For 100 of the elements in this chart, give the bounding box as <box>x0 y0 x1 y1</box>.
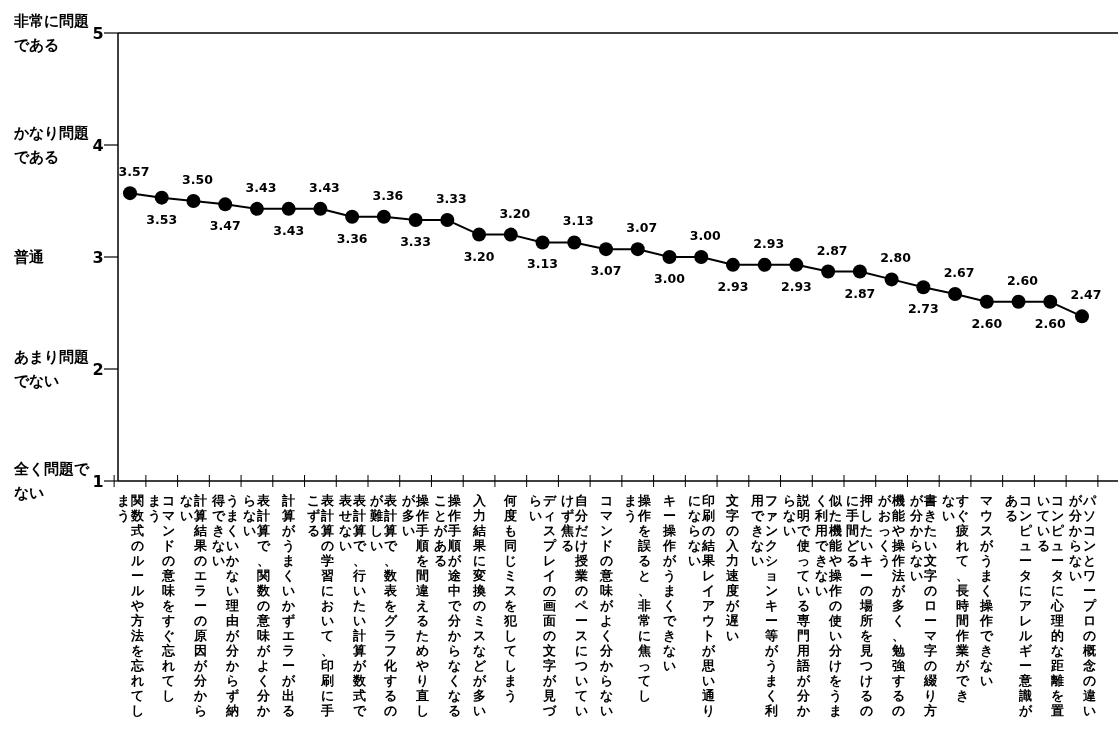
category-label: 押したいキーの場所を見つけるのに手間どる <box>846 493 874 718</box>
point <box>789 257 804 272</box>
category-label: コマンドの意味がよく分からない <box>599 493 613 718</box>
category-label: 表計算で、関数の意味がよく分からない <box>243 493 271 718</box>
category-label: 計算がうまくいかずエラーが出る <box>282 493 296 718</box>
category-label: 表計算の学習において、印刷に手こずる <box>306 493 334 718</box>
point <box>249 201 264 216</box>
point <box>1011 294 1026 309</box>
point <box>725 257 740 272</box>
data-label: 3.00 <box>689 228 721 243</box>
point <box>884 272 899 287</box>
data-label: 3.20 <box>463 248 495 264</box>
data-label: 3.43 <box>273 222 305 238</box>
data-label: 3.43 <box>245 179 277 195</box>
data-label: 3.33 <box>400 234 432 250</box>
point <box>408 213 423 228</box>
category-label: ファンクションキー等がうまく利用できない <box>751 493 779 718</box>
point <box>662 250 677 264</box>
y-tick-label: 5 <box>92 23 104 43</box>
point <box>535 235 550 250</box>
data-label: 2.60 <box>1034 315 1066 331</box>
data-label: 3.07 <box>590 263 622 279</box>
data-label: 2.60 <box>971 315 1003 331</box>
data-label: 3.43 <box>308 179 340 195</box>
data-label: 3.13 <box>562 213 594 229</box>
y-tick-label: 3 <box>92 247 104 267</box>
category-label: 自分だけ授業のペースについていけず焦る <box>560 493 588 718</box>
category-label: 文字の入力速度が遅い <box>726 493 740 643</box>
data-label: 3.33 <box>435 191 467 207</box>
data-label: 3.47 <box>209 218 241 234</box>
data-label: 3.13 <box>527 256 558 272</box>
category-label: コマンドの意味をすぐ忘れてしまう <box>148 493 176 703</box>
point <box>694 250 709 264</box>
point <box>154 190 169 205</box>
text: かなり問題である <box>14 123 90 168</box>
point <box>979 294 994 309</box>
data-label: 2.87 <box>844 285 876 301</box>
data-label: 2.60 <box>1007 272 1039 288</box>
category-label: パソコンとワープロの概念の違いが分からない <box>1068 493 1096 718</box>
category-label: 似た機能や操作の使い分けをうまく利用できない <box>814 493 842 718</box>
category-label: ディスプレイの画面の文字が見づらい <box>529 493 557 718</box>
y-tick-label: 2 <box>92 359 104 379</box>
point <box>948 286 963 301</box>
data-label: 2.47 <box>1070 287 1102 303</box>
point <box>345 209 360 224</box>
data-label: 3.00 <box>654 271 686 286</box>
point <box>281 201 296 216</box>
point <box>599 242 613 257</box>
text: 普通 <box>14 247 45 268</box>
data-label: 3.36 <box>336 230 368 246</box>
category-label: コンピュータにアレルギー意識がある <box>1005 493 1033 718</box>
data-label: 3.50 <box>182 172 214 187</box>
data-label: 3.36 <box>372 187 404 203</box>
point <box>630 242 645 257</box>
point <box>1043 294 1058 309</box>
data-label: 2.80 <box>880 250 912 266</box>
point <box>313 201 328 216</box>
text: 全く問題でない <box>14 459 91 504</box>
data-label: 2.93 <box>717 278 749 294</box>
category-label: うまくいかない理由が分からず納得できない <box>211 493 239 718</box>
category-label: 操作手順を間違えるためやり直しが多い <box>402 493 430 718</box>
point <box>186 194 201 208</box>
data-label: 2.93 <box>780 278 812 294</box>
text: 非常に問題である <box>14 11 90 56</box>
point <box>376 209 391 224</box>
point <box>1075 309 1089 324</box>
category-label: すぐ疲れて、長時間作業ができない <box>941 493 969 703</box>
category-label: キー操作がうまくできない <box>662 493 676 673</box>
data-label: 2.67 <box>943 264 975 280</box>
category-label: 書きたい文字のローマ字の綴り方が分からない <box>909 493 937 718</box>
category-label: 操作を誤ると、非常に焦ってしまう <box>624 493 652 703</box>
category-label: 操作手順が途中で分からなくなることがある <box>433 493 461 718</box>
y-tick-label: 1 <box>92 471 104 491</box>
category-label: 関数式のルールや方法を忘れてしまう <box>116 493 144 718</box>
data-label: 3.07 <box>626 220 658 236</box>
category-label: コンピュータに心理的な距離を置いている <box>1036 493 1064 718</box>
data-label: 2.87 <box>816 242 848 258</box>
category-label: 表計算で、数表をグラフ化するのが難しい <box>370 493 398 718</box>
point <box>852 264 867 279</box>
point <box>440 213 455 228</box>
point <box>472 227 487 242</box>
category-label: 何度も同じミスを犯してしまう <box>504 493 518 703</box>
point <box>218 197 233 212</box>
point <box>503 227 518 242</box>
point <box>821 264 836 279</box>
category-label: 機能や操作法が多く、勉強するのがおっくう <box>878 493 906 718</box>
y-tick-label: 4 <box>92 135 104 155</box>
category-label: 説明で使っている専門用語が分からない <box>782 493 810 718</box>
category-label: マウスがうまく操作できない <box>980 493 994 688</box>
category-label: 印刷の結果レイアウトが思い通りにならない <box>687 493 715 718</box>
category-label: 入力結果に変換のミスなどが多い <box>472 493 486 718</box>
data-label: 3.53 <box>146 211 178 227</box>
category-label: 計算結果のエラーの原因が分からない <box>179 493 207 718</box>
point <box>916 280 931 295</box>
text: あまり問題でない <box>14 347 90 392</box>
data-label: 2.73 <box>907 301 939 317</box>
data-label: 2.93 <box>753 235 785 251</box>
category-label: 表計算で、行いたい計算が数式で表せない <box>338 493 366 718</box>
data-label: 3.20 <box>499 205 531 221</box>
data-label: 3.57 <box>118 164 150 180</box>
